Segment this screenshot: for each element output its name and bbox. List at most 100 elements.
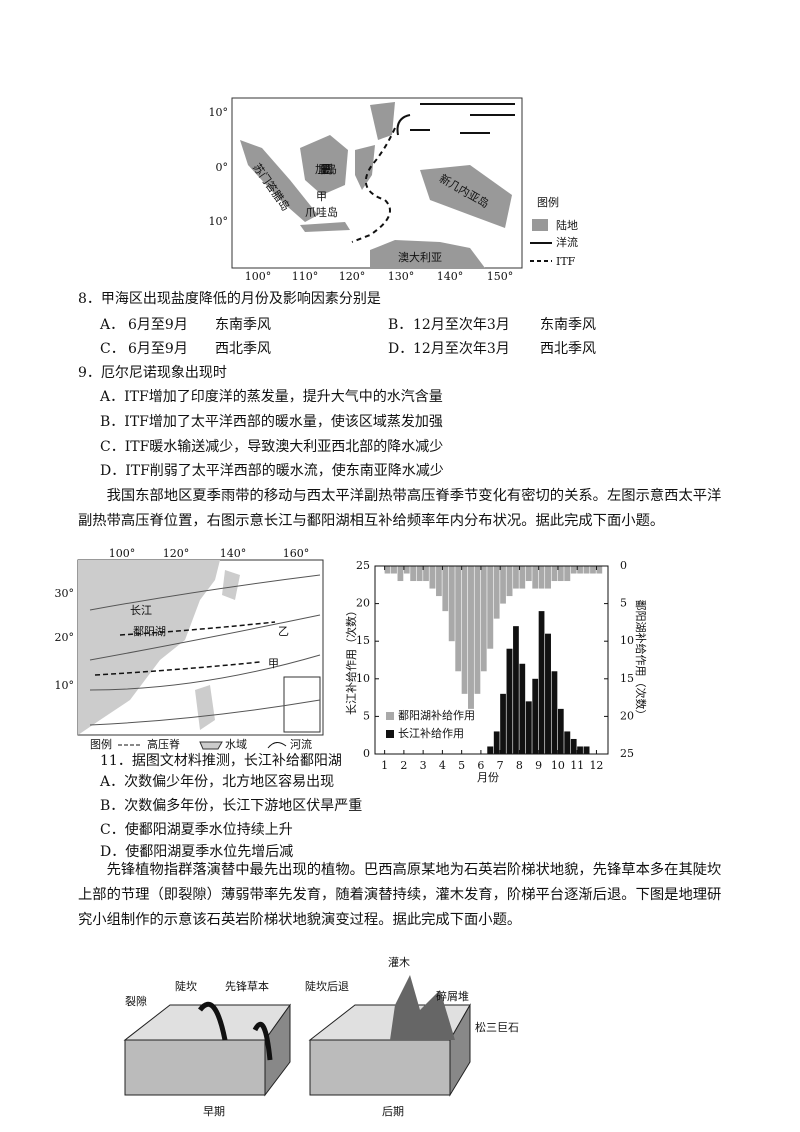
legend-land-swatch: [532, 219, 548, 231]
place-label: 澳大利亚: [398, 250, 442, 264]
y2-tick-label: 15: [620, 672, 634, 685]
bar: [538, 566, 545, 589]
bar: [474, 566, 481, 694]
block-side: [264, 1003, 291, 1097]
y2-axis-label: 鄱阳湖补给作用（次数）: [634, 600, 648, 721]
bar: [423, 566, 429, 582]
legend-item: 高压脊: [147, 737, 180, 751]
y-axis-label: 长江补给作用（次数）: [344, 605, 358, 715]
option: D．ITF削弱了太平洋西部的暖水流，使东南亚降水减少: [100, 463, 444, 479]
option-text: 西北季风: [215, 341, 271, 357]
bar: [384, 566, 391, 574]
bar: [551, 671, 558, 754]
y-tick-label: 0: [363, 747, 370, 760]
lat-label: 10°: [209, 215, 229, 228]
bar: [583, 746, 590, 754]
bar: [532, 678, 539, 754]
option-label: D．: [388, 341, 414, 357]
y-tick-label: 15: [356, 634, 370, 647]
block-front: [309, 1039, 451, 1096]
x-tick-label: 1: [381, 759, 388, 772]
ridge-line: [119, 621, 276, 636]
bar: [493, 566, 500, 619]
bar: [448, 566, 455, 642]
option-text: 6月至9月: [128, 317, 188, 333]
lon-label: 100°: [109, 547, 136, 560]
x-tick-label: 2: [400, 759, 407, 772]
y-tick-label: 5: [363, 709, 370, 722]
bar: [397, 566, 404, 582]
place-label: 鄱阳湖: [133, 625, 166, 638]
x-tick-label: 10: [551, 759, 565, 772]
bar: [468, 566, 474, 709]
option: A．次数偏少年份，北方地区容易出现: [100, 774, 335, 790]
map-1: 10° 0° 10° 100° 110° 120° 130° 140° 150°…: [209, 97, 578, 283]
block-side: [449, 1003, 471, 1097]
legend-item: 陆地: [556, 218, 578, 232]
bar: [519, 566, 526, 589]
bar: [487, 746, 494, 754]
y2-tick-label: 10: [620, 634, 634, 647]
legend-item: ITF: [556, 255, 576, 268]
bar: [590, 566, 596, 574]
lat-label: 30°: [55, 587, 75, 600]
bar: [442, 566, 449, 612]
bar: [403, 566, 410, 574]
x-tick-label: 12: [589, 759, 603, 772]
bar: [506, 566, 513, 597]
y-tick-label: 10: [356, 672, 370, 685]
scarp: [198, 1001, 273, 1061]
land: [370, 102, 395, 140]
place-label: 长江: [130, 604, 152, 617]
land: [222, 570, 240, 600]
y2-tick-label: 5: [620, 597, 627, 610]
map-2: 100° 120° 140° 160° 30° 20° 10° 长江 鄱阳湖 乙…: [55, 547, 324, 751]
bar: [410, 566, 417, 582]
place-label: 乙: [278, 625, 289, 638]
land: [300, 135, 348, 195]
option: C．使鄱阳湖夏季水位持续上升: [100, 822, 293, 838]
x-tick-label: 7: [497, 759, 504, 772]
land: [300, 222, 350, 232]
bar: [551, 566, 558, 582]
legend-item: 长江补给作用: [398, 727, 464, 740]
block-front: [124, 1039, 266, 1096]
legend-swatch: [386, 712, 394, 720]
legend-swatch: [199, 741, 223, 750]
figure-label: 灌木: [388, 956, 410, 969]
bar: [519, 663, 526, 754]
bar: [416, 566, 423, 582]
bar: [564, 731, 571, 754]
bar: [545, 633, 551, 754]
bar: [513, 566, 519, 589]
graticule: [89, 574, 321, 726]
bar: [545, 566, 551, 589]
legend-item: 鄱阳湖补给作用: [398, 709, 475, 722]
question-stem: 11．据图文材料推测，长江补给鄱阳湖: [100, 752, 342, 770]
bar: [577, 566, 583, 574]
bar: [570, 738, 577, 754]
figure-label: 陡坎后退: [305, 980, 349, 993]
option-label: B．: [388, 317, 413, 333]
option-label: C．: [100, 341, 125, 357]
place-label: 甲: [316, 190, 327, 203]
ridge-line: [94, 661, 261, 676]
bar: [506, 648, 513, 754]
lat-label: 10°: [209, 106, 229, 119]
legend-swatch: [267, 742, 287, 749]
y2-tick-label: 0: [620, 559, 627, 572]
legend-title: 图例: [90, 737, 112, 751]
lon-label: 140°: [220, 547, 247, 560]
lon-label: 120°: [163, 547, 190, 560]
x-tick-label: 4: [439, 759, 446, 772]
lon-label: 120°: [339, 270, 366, 283]
x-tick-label: 6: [477, 759, 484, 772]
figure-label: 松三巨石: [475, 1020, 519, 1034]
bar: [493, 731, 500, 754]
lat-label: 0°: [216, 161, 229, 174]
option-text: 12月至次年3月: [413, 341, 510, 357]
passage: 我国东部地区夏季雨带的移动与西太平洋副热带高压脊季节变化有密切的关系。左图示意西…: [78, 488, 722, 529]
figure-caption: 早期: [203, 1105, 225, 1118]
land: [370, 240, 485, 268]
